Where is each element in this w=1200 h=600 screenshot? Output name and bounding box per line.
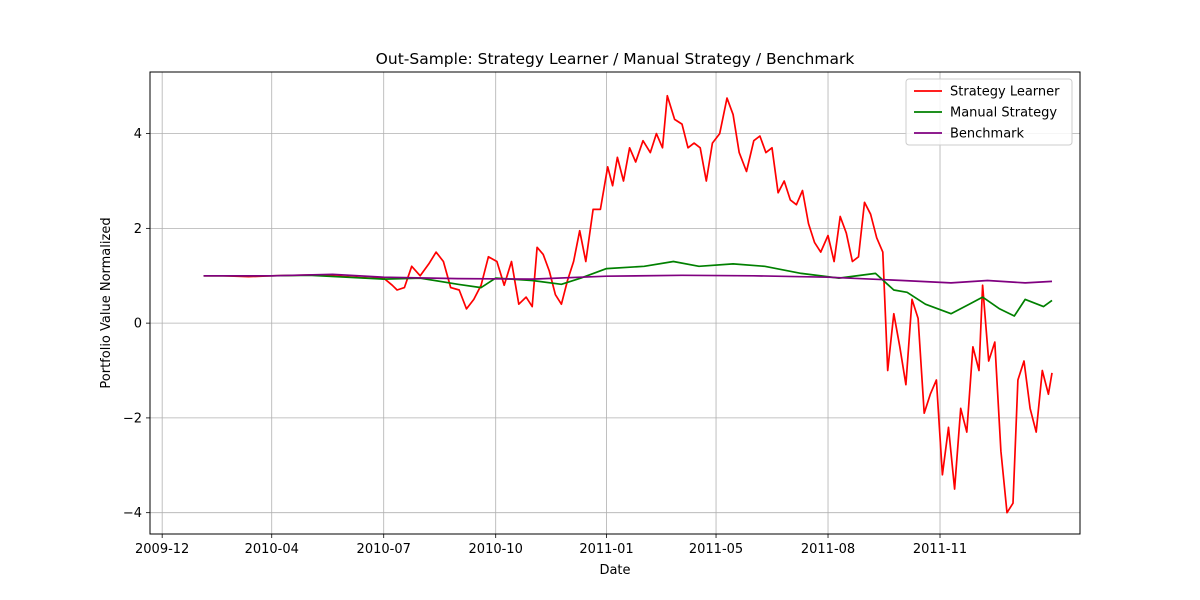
y-tick-label: −4 [123, 506, 142, 521]
x-tick-label: 2010-07 [357, 542, 411, 557]
chart-title: Out-Sample: Strategy Learner / Manual St… [376, 50, 855, 68]
x-tick-label: 2011-05 [689, 542, 743, 557]
series-line-manual-strategy [203, 260, 1053, 317]
series-line-benchmark [203, 273, 1053, 284]
y-tick-label: 4 [134, 127, 142, 142]
axis-ticks: 2009-12 2010-04 2010-07 2010-10 2011-01 2011-… [123, 127, 967, 557]
legend-box [905, 78, 1073, 146]
y-tick-label: 2 [134, 222, 142, 237]
y-tick-label: 0 [134, 317, 142, 332]
grid [150, 72, 1080, 534]
plot-frame [149, 71, 1081, 535]
x-axis-title: Date [599, 563, 630, 578]
x-tick-label: 2011-01 [579, 542, 633, 557]
y-axis-title: Portfolio Value Normalized [99, 217, 114, 388]
series-line-strategy-learner [203, 94, 1053, 514]
y-tick-label: −2 [123, 411, 142, 426]
x-tick-label: 2010-10 [469, 542, 523, 557]
legend: Strategy Learner Manual Strategy Benchmark [905, 78, 1073, 146]
x-tick-label: 2009-12 [135, 542, 189, 557]
x-tick-label: 2010-04 [245, 542, 299, 557]
legend-label-manual-strategy: Manual Strategy [950, 106, 1057, 121]
legend-label-strategy-learner: Strategy Learner [950, 85, 1060, 100]
legend-label-benchmark: Benchmark [950, 127, 1025, 142]
x-tick-label: 2011-08 [801, 542, 855, 557]
series-lines [203, 94, 1053, 514]
x-tick-label: 2011-11 [913, 542, 967, 557]
